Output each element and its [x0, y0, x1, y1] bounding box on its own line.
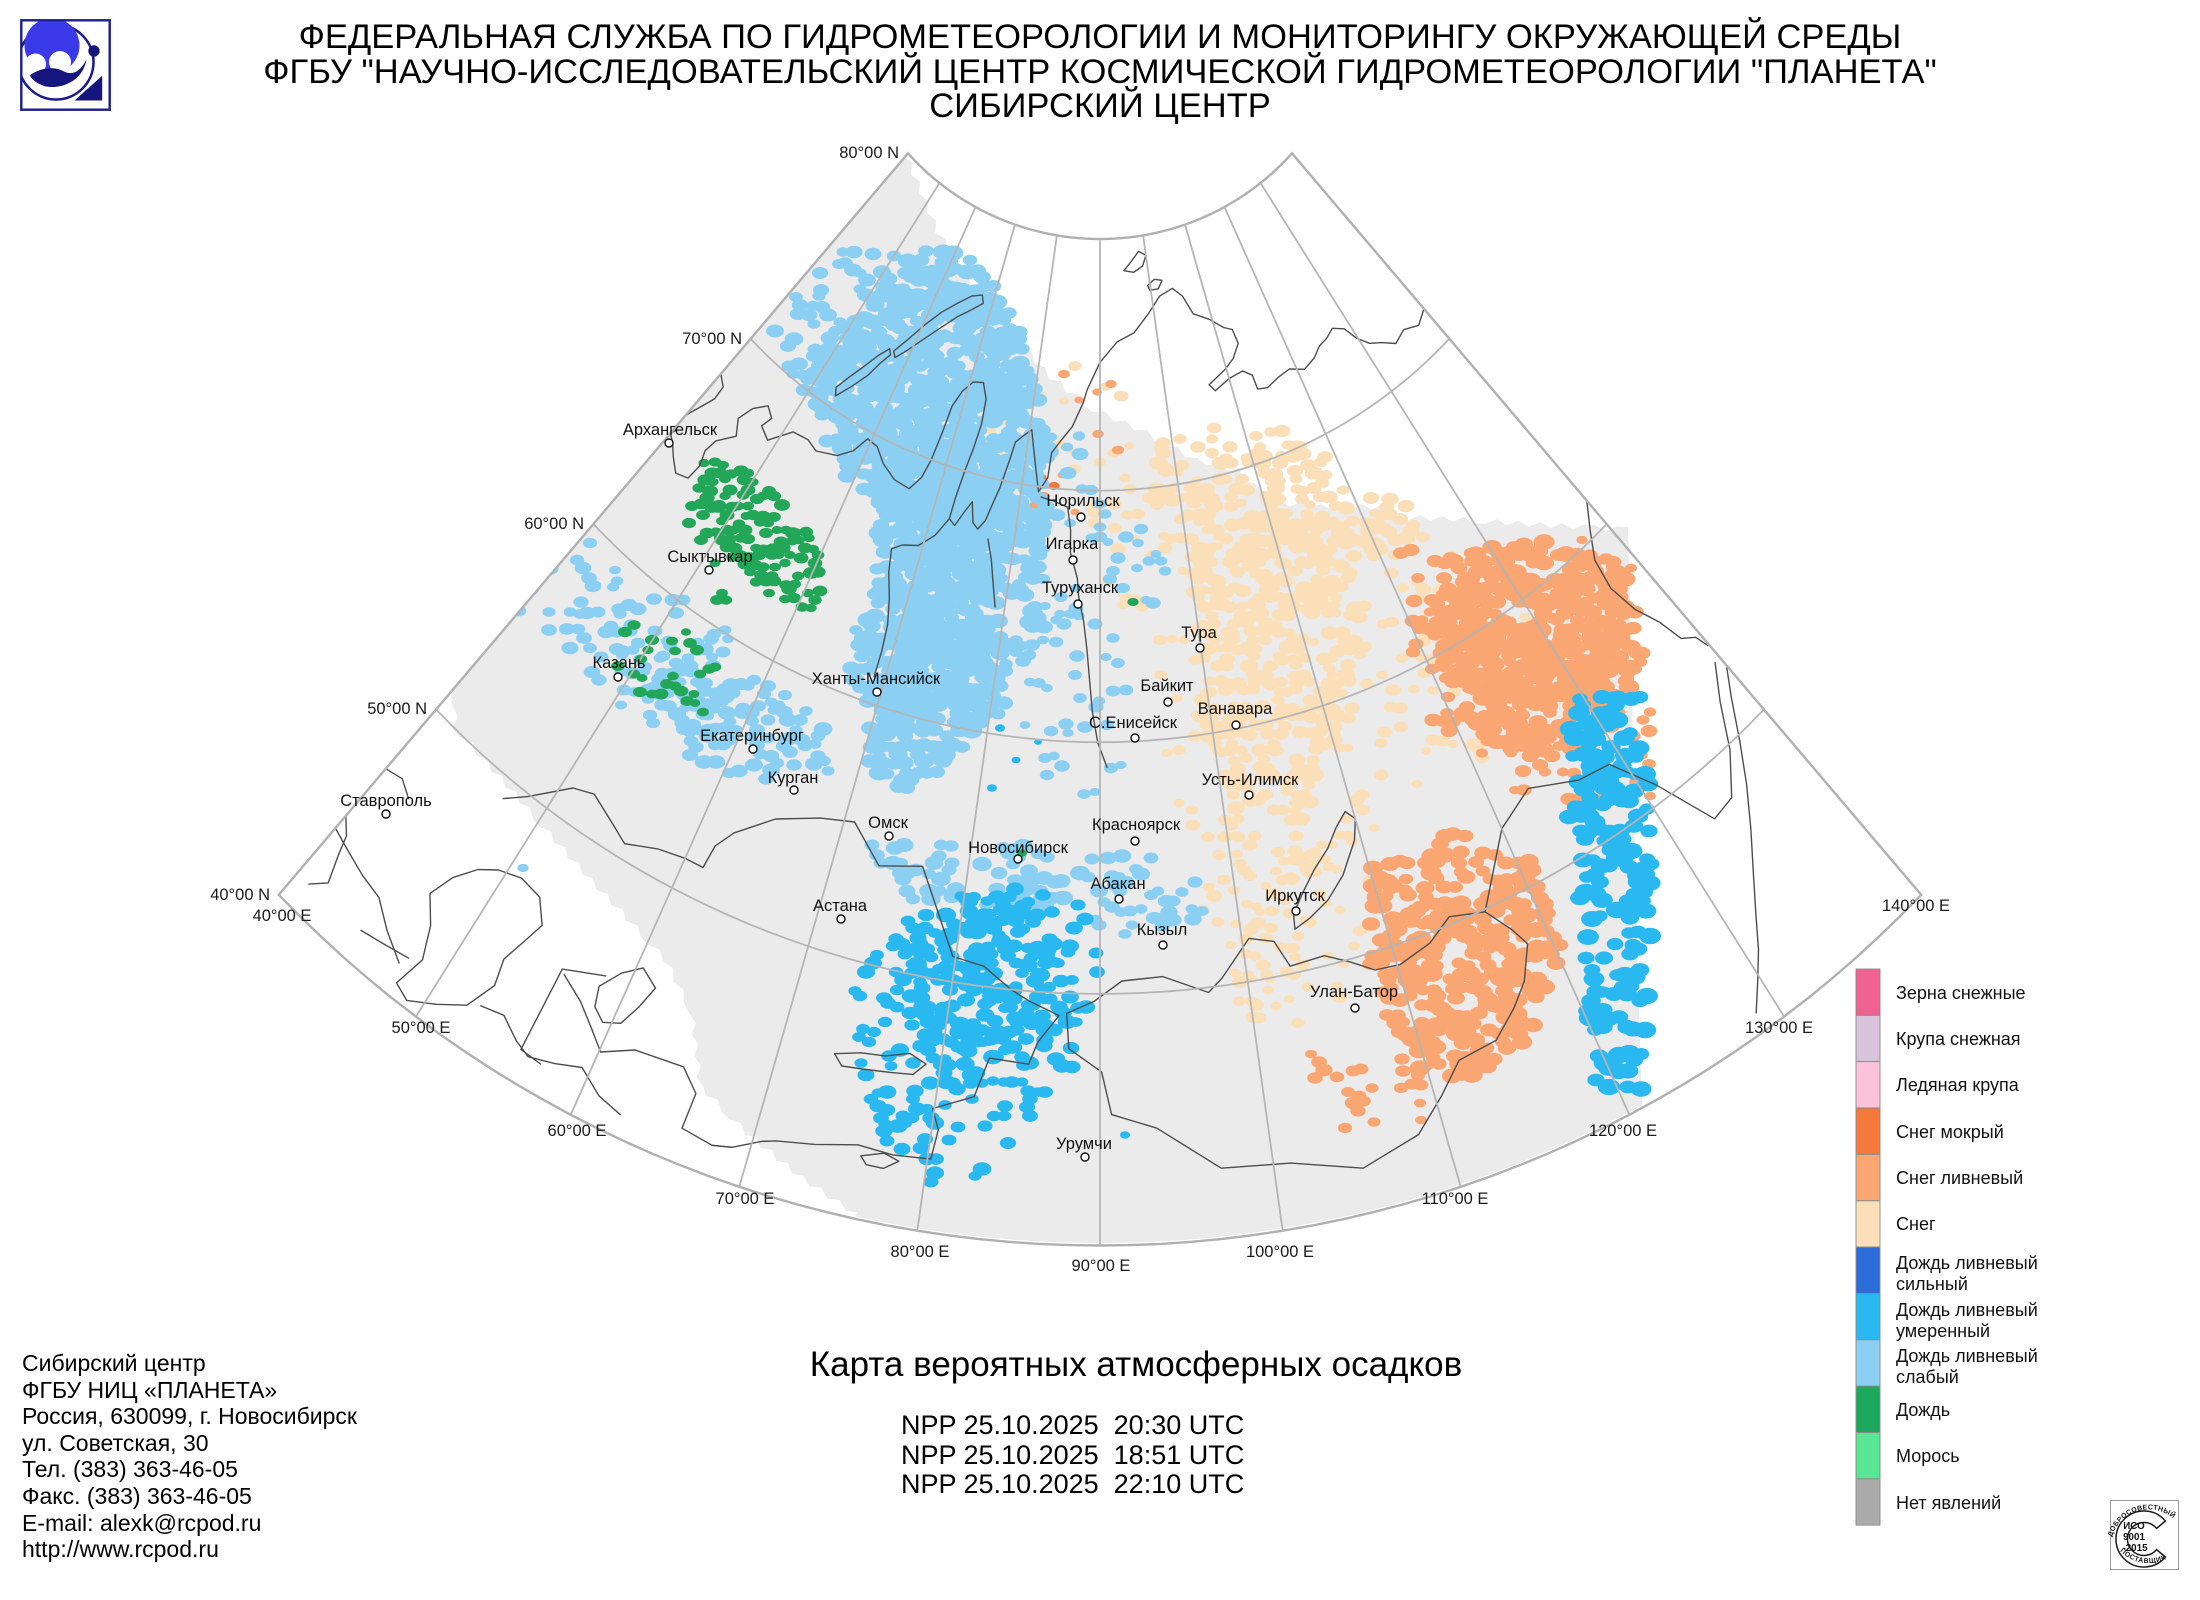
- svg-text:140°00 E: 140°00 E: [1882, 897, 1950, 915]
- svg-text:Снег: Снег: [1896, 1214, 1936, 1234]
- svg-text:Дождь ливневый: Дождь ливневый: [1896, 1300, 2038, 1320]
- svg-text:Ледяная крупа: Ледяная крупа: [1896, 1075, 2020, 1095]
- svg-text:Кызыл: Кызыл: [1137, 921, 1188, 939]
- svg-text:100°00 E: 100°00 E: [1246, 1243, 1314, 1261]
- svg-text:Красноярск: Красноярск: [1092, 816, 1181, 834]
- svg-text:Астана: Астана: [813, 897, 868, 915]
- svg-text:Улан-Батор: Улан-Батор: [1310, 983, 1398, 1001]
- svg-text:Крупа снежная: Крупа снежная: [1896, 1029, 2021, 1049]
- svg-text:40°00 N: 40°00 N: [210, 886, 270, 904]
- svg-text:слабый: слабый: [1896, 1367, 1959, 1387]
- svg-text:80°00 E: 80°00 E: [891, 1243, 950, 1261]
- svg-text:Дождь ливневый: Дождь ливневый: [1896, 1346, 2038, 1366]
- svg-text:90°00 E: 90°00 E: [1072, 1257, 1131, 1275]
- svg-text:Усть-Илимск: Усть-Илимск: [1202, 771, 1300, 789]
- svg-text:Ханты-Мансийск: Ханты-Мансийск: [812, 670, 941, 688]
- svg-text:Дождь ливневый: Дождь ливневый: [1896, 1253, 2038, 1273]
- svg-text:ИСО: ИСО: [2123, 1521, 2145, 1532]
- svg-text:Омск: Омск: [868, 814, 908, 832]
- svg-text:сильный: сильный: [1896, 1274, 1968, 1294]
- svg-text:умеренный: умеренный: [1896, 1321, 1990, 1341]
- svg-text:Урумчи: Урумчи: [1056, 1135, 1112, 1153]
- svg-text:40°00 E: 40°00 E: [253, 907, 312, 925]
- svg-text:-2015: -2015: [2122, 1543, 2148, 1554]
- svg-text:Новосибирск: Новосибирск: [968, 839, 1068, 857]
- svg-text:50°00 N: 50°00 N: [367, 700, 427, 718]
- svg-text:80°00 N: 80°00 N: [839, 144, 899, 162]
- svg-text:С.Енисейск: С.Енисейск: [1089, 714, 1178, 732]
- svg-text:Дождь: Дождь: [1896, 1400, 1950, 1420]
- svg-text:60°00 E: 60°00 E: [548, 1122, 607, 1140]
- svg-text:Туруханск: Туруханск: [1042, 579, 1119, 597]
- svg-text:70°00 E: 70°00 E: [716, 1190, 775, 1208]
- svg-text:Казань: Казань: [592, 654, 645, 672]
- svg-text:130°00 E: 130°00 E: [1745, 1019, 1813, 1037]
- svg-text:110°00 E: 110°00 E: [1422, 1190, 1489, 1208]
- svg-text:Ванавара: Ванавара: [1198, 700, 1273, 718]
- svg-text:Снег ливневый: Снег ливневый: [1896, 1168, 2023, 1188]
- svg-text:70°00 N: 70°00 N: [682, 330, 742, 348]
- svg-text:Снег мокрый: Снег мокрый: [1896, 1122, 2004, 1142]
- svg-text:Норильск: Норильск: [1046, 492, 1120, 510]
- svg-text:Байкит: Байкит: [1140, 677, 1194, 695]
- svg-text:Игарка: Игарка: [1046, 535, 1099, 553]
- svg-text:9001: 9001: [2123, 1532, 2145, 1543]
- svg-text:Тура: Тура: [1181, 624, 1217, 642]
- svg-text:Ставрополь: Ставрополь: [340, 792, 432, 810]
- svg-text:60°00 N: 60°00 N: [524, 515, 584, 533]
- svg-text:Нет явлений: Нет явлений: [1896, 1493, 2001, 1513]
- svg-text:Абакан: Абакан: [1090, 875, 1145, 893]
- svg-text:Зерна снежные: Зерна снежные: [1896, 983, 2026, 1003]
- svg-text:Курган: Курган: [768, 769, 819, 787]
- svg-text:Сыктывкар: Сыктывкар: [667, 548, 752, 566]
- svg-text:Иркутск: Иркутск: [1265, 887, 1325, 905]
- svg-text:Архангельск: Архангельск: [623, 421, 718, 439]
- svg-text:120°00 E: 120°00 E: [1589, 1122, 1657, 1140]
- svg-text:50°00 E: 50°00 E: [392, 1019, 451, 1037]
- svg-text:Морось: Морось: [1896, 1446, 1960, 1466]
- svg-text:Екатеринбург: Екатеринбург: [700, 727, 804, 745]
